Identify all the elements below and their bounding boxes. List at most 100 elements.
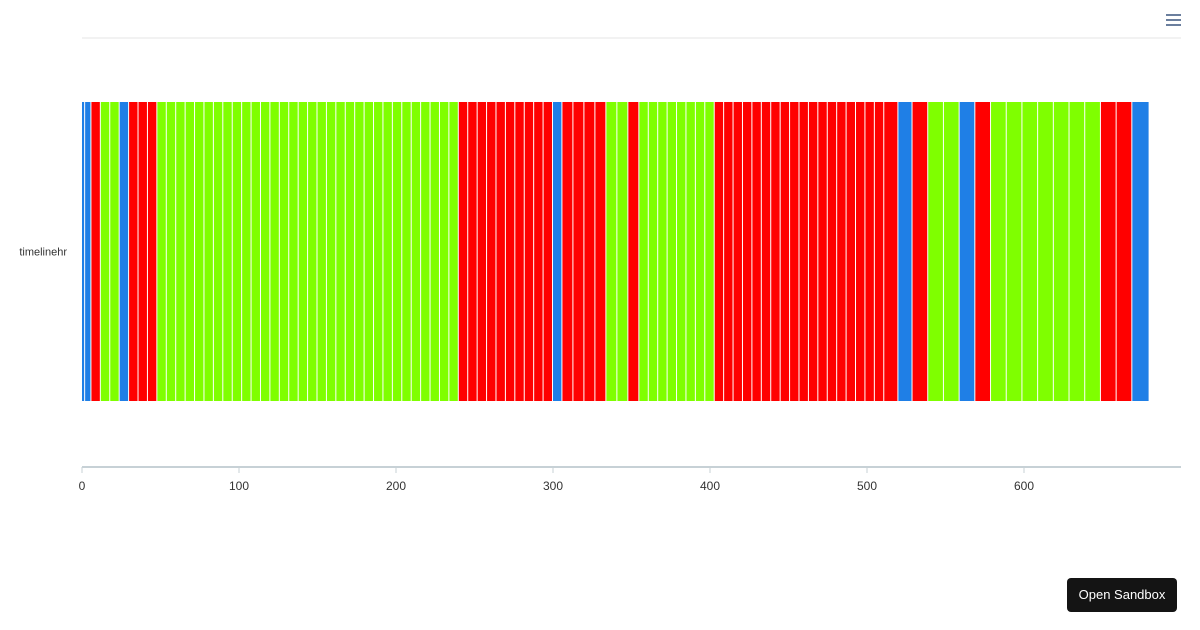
bar-segment — [515, 102, 524, 401]
bar-segment — [808, 102, 818, 401]
bar-segment — [411, 102, 421, 401]
bar-segment — [1022, 102, 1038, 401]
x-tick-label: 600 — [1014, 479, 1034, 493]
bar-segment — [421, 102, 430, 401]
bar-segment — [374, 102, 383, 401]
bar-segment — [242, 102, 251, 401]
bar-segment — [100, 102, 110, 401]
bar-segment — [959, 102, 975, 401]
bar-segment — [430, 102, 439, 401]
bar-segment — [91, 102, 100, 401]
bar-segment — [837, 102, 846, 401]
bar-segment — [874, 102, 884, 401]
bar-segment — [724, 102, 733, 401]
bar-segment — [392, 102, 402, 401]
bar-segment — [289, 102, 298, 401]
bar-segment — [573, 102, 584, 401]
bar-segment — [147, 102, 157, 401]
bar-segment — [232, 102, 242, 401]
bar-segment — [898, 102, 912, 401]
bar-segment — [584, 102, 595, 401]
bar-segment — [827, 102, 837, 401]
bar-segment — [195, 102, 204, 401]
bar-segment — [477, 102, 487, 401]
bar-segment — [345, 102, 355, 401]
bar-segment — [505, 102, 515, 401]
bar-segment — [157, 102, 166, 401]
bar-segment — [402, 102, 411, 401]
bar-segment — [1006, 102, 1022, 401]
bar-segment — [595, 102, 606, 401]
bar-segment — [119, 102, 129, 401]
bar-segment — [336, 102, 345, 401]
x-tick-label: 200 — [386, 479, 406, 493]
bar-segment — [270, 102, 279, 401]
y-axis: timelinehr — [19, 247, 67, 259]
bar-segment — [1100, 102, 1116, 401]
bar-segment — [928, 102, 943, 401]
timeline-bars — [82, 102, 1149, 401]
bar-segment — [449, 102, 458, 401]
bar-segment — [543, 102, 552, 401]
bar-segment — [780, 102, 790, 401]
bar-segment — [1069, 102, 1085, 401]
bar-segment — [298, 102, 308, 401]
bar-segment — [846, 102, 856, 401]
bar-segment — [742, 102, 752, 401]
bar-segment — [326, 102, 336, 401]
bar-segment — [85, 102, 91, 401]
bar-segment — [524, 102, 534, 401]
bar-segment — [439, 102, 449, 401]
bar-segment — [176, 102, 185, 401]
bar-segment — [223, 102, 232, 401]
bar-segment — [667, 102, 677, 401]
bar-segment — [213, 102, 223, 401]
bar-segment — [991, 102, 1006, 401]
bar-segment — [279, 102, 289, 401]
bar-segment — [82, 102, 85, 401]
bar-segment — [468, 102, 477, 401]
bar-segment — [138, 102, 147, 401]
bar-segment — [166, 102, 176, 401]
bar-segment — [761, 102, 771, 401]
bar-segment — [317, 102, 326, 401]
bar-segment — [458, 102, 468, 401]
x-tick-label: 300 — [543, 479, 563, 493]
bar-segment — [771, 102, 780, 401]
bar-segment — [912, 102, 928, 401]
bar-segment — [308, 102, 317, 401]
bar-segment — [606, 102, 617, 401]
bar-segment — [658, 102, 667, 401]
bar-segment — [487, 102, 496, 401]
bar-segment — [534, 102, 543, 401]
bar-segment — [677, 102, 686, 401]
bar-segment — [943, 102, 959, 401]
bar-segment — [695, 102, 705, 401]
x-axis: 0 100 200 300 400 500 600 — [79, 37, 1181, 493]
bar-segment — [799, 102, 808, 401]
bar-segment — [251, 102, 260, 401]
hamburger-menu-icon[interactable] — [1164, 10, 1184, 28]
bar-segment — [617, 102, 628, 401]
bar-segment — [260, 102, 270, 401]
bar-segment — [383, 102, 392, 401]
bar-segment — [686, 102, 695, 401]
bar-segment — [1132, 102, 1149, 401]
bar-segment — [705, 102, 714, 401]
bar-segment — [562, 102, 573, 401]
bar-segment — [639, 102, 648, 401]
bar-segment — [185, 102, 195, 401]
open-sandbox-button[interactable]: Open Sandbox — [1067, 578, 1177, 612]
bar-segment — [975, 102, 991, 401]
bar-segment — [355, 102, 364, 401]
bar-segment — [1053, 102, 1069, 401]
x-tick-label: 500 — [857, 479, 877, 493]
x-tick-label: 400 — [700, 479, 720, 493]
bar-segment — [1116, 102, 1132, 401]
bar-segment — [714, 102, 724, 401]
bar-segment — [1038, 102, 1053, 401]
bar-segment — [496, 102, 505, 401]
bar-segment — [628, 102, 639, 401]
x-tick-label: 100 — [229, 479, 249, 493]
